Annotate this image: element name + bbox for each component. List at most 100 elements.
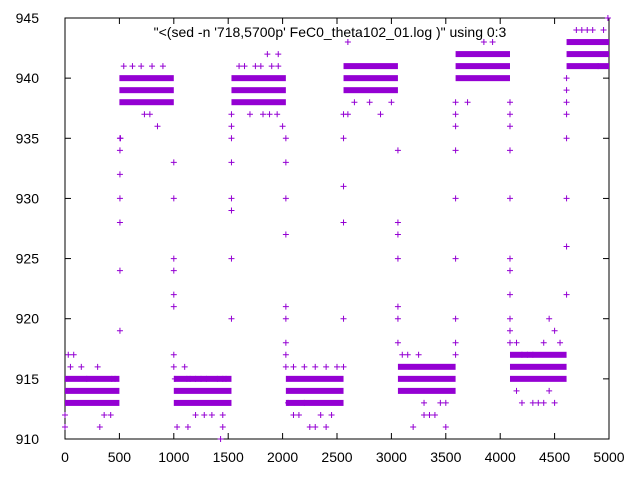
data-point (223, 375, 230, 382)
data-point (70, 351, 77, 358)
data-point (394, 231, 401, 238)
data-point (201, 411, 208, 418)
data-point (506, 99, 513, 106)
data-point (589, 27, 596, 34)
data-point (388, 99, 395, 106)
data-point (340, 183, 347, 190)
data-point (452, 99, 459, 106)
x-tick-label: 4500 (539, 449, 570, 465)
data-point (170, 291, 177, 298)
data-point (116, 171, 123, 178)
data-point (170, 159, 177, 166)
data-point (524, 351, 531, 358)
data-point (181, 363, 188, 370)
dense-point-band (455, 75, 510, 82)
data-point (442, 423, 449, 430)
data-point (274, 111, 281, 118)
data-point (563, 135, 570, 142)
data-point (394, 315, 401, 322)
dense-point-band (173, 387, 232, 394)
data-point (170, 303, 177, 310)
data-point (529, 399, 536, 406)
data-point (421, 399, 428, 406)
data-point (154, 123, 161, 130)
dense-point-band (231, 75, 286, 82)
data-point (323, 363, 330, 370)
x-tick-label: 3000 (376, 449, 407, 465)
data-point (228, 255, 235, 262)
y-tick-label: 920 (16, 311, 40, 327)
y-tick-label: 945 (16, 10, 40, 26)
y-tick-label: 930 (16, 190, 40, 206)
x-tick-label: 2000 (267, 449, 298, 465)
data-point (62, 423, 68, 430)
y-tick-label: 915 (16, 371, 40, 387)
data-point (340, 219, 347, 226)
data-point (557, 339, 564, 346)
data-point (344, 39, 351, 46)
x-tick-label: 0 (61, 449, 69, 465)
data-point (506, 267, 513, 274)
data-point (328, 411, 335, 418)
data-point (275, 63, 282, 70)
data-point (228, 207, 235, 214)
data-point (563, 195, 570, 202)
data-point (101, 411, 108, 418)
data-point (351, 99, 358, 106)
x-tick-label: 1000 (158, 449, 189, 465)
data-point (340, 135, 347, 142)
data-point (480, 39, 487, 46)
data-point (228, 159, 235, 166)
y-tick-label: 940 (16, 70, 40, 86)
data-point (184, 423, 191, 430)
data-point (117, 135, 124, 142)
dense-point-band (285, 375, 344, 382)
data-point (573, 27, 580, 34)
x-tick-label: 1500 (213, 449, 244, 465)
data-point (112, 375, 119, 382)
data-point (334, 363, 340, 370)
data-point (285, 399, 292, 406)
data-point (452, 315, 459, 322)
data-point (107, 411, 114, 418)
data-point (295, 411, 302, 418)
data-point (290, 411, 297, 418)
data-point (518, 351, 525, 358)
data-point (506, 315, 513, 322)
data-point (187, 375, 194, 382)
data-point (442, 399, 449, 406)
data-point (312, 363, 319, 370)
dense-point-band (231, 87, 286, 94)
data-point (546, 387, 553, 394)
data-point (260, 111, 267, 118)
data-point (431, 411, 438, 418)
data-point (228, 315, 235, 322)
data-point (170, 195, 177, 202)
data-point (120, 63, 127, 70)
data-point (506, 111, 513, 118)
tick-labels: 0 500 1000 1500 2000 2500 3000 3500 4000 4500 5000… (16, 10, 625, 465)
data-point (116, 327, 123, 334)
data-point (506, 339, 513, 346)
data-point (452, 339, 459, 346)
data-point (170, 351, 177, 358)
data-point (506, 195, 513, 202)
dense-point-band (509, 363, 567, 370)
data-point (228, 123, 235, 130)
data-point (513, 339, 520, 346)
data-point (452, 195, 459, 202)
data-point (214, 375, 221, 382)
data-point (394, 303, 401, 310)
data-point (437, 399, 444, 406)
dense-point-band (119, 75, 174, 82)
data-point (116, 147, 123, 154)
x-tick-label: 4000 (485, 449, 516, 465)
data-point (241, 63, 248, 70)
x-tick-label: 3500 (430, 449, 461, 465)
data-point (116, 219, 123, 226)
data-point (452, 351, 459, 358)
data-point (394, 339, 401, 346)
plot-frame (64, 17, 610, 440)
data-point (584, 27, 591, 34)
